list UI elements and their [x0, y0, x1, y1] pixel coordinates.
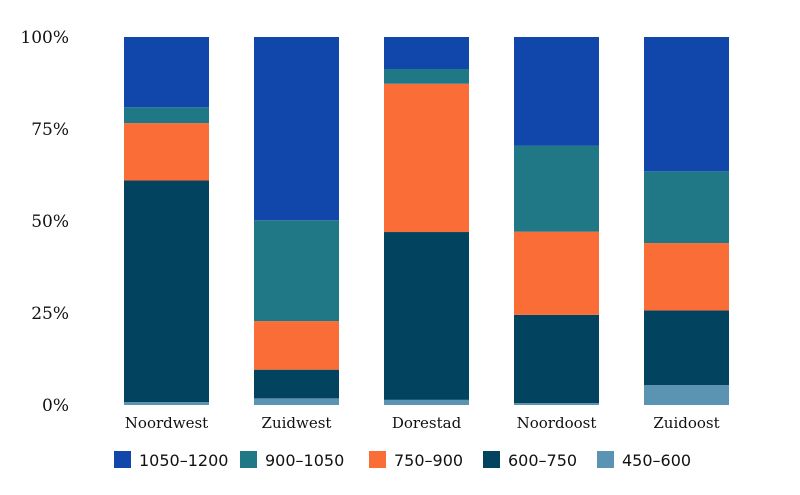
y-tick-label: 25%: [31, 304, 69, 324]
x-tick-label: Zuidoost: [653, 414, 719, 432]
legend-swatch: [114, 451, 131, 468]
bar-segment: [124, 37, 209, 108]
bar-segment: [124, 180, 209, 403]
bar-segment: [384, 37, 469, 70]
bars: [124, 37, 729, 405]
legend-label: 750–900: [394, 451, 463, 470]
y-tick-label: 0%: [42, 396, 69, 416]
bar-segment: [644, 385, 729, 405]
bar-segment: [514, 145, 599, 232]
legend-swatch: [597, 451, 614, 468]
bar-segment: [254, 321, 339, 370]
x-tick-label: Zuidwest: [262, 414, 332, 432]
y-tick-label: 100%: [20, 28, 69, 48]
bar-segment: [644, 310, 729, 386]
bar-segment: [514, 231, 599, 315]
x-tick-label: Noordwest: [125, 414, 208, 432]
bar-segment: [644, 243, 729, 311]
bar-segment: [514, 403, 599, 405]
bar-segment: [124, 107, 209, 124]
bar-segment: [514, 37, 599, 146]
x-tick-label: Dorestad: [392, 414, 462, 432]
legend-label: 450–600: [622, 451, 691, 470]
legend-swatch: [483, 451, 500, 468]
legend-swatch: [369, 451, 386, 468]
bar-segment: [254, 220, 339, 322]
bar-segment: [124, 123, 209, 181]
bar-segment: [254, 369, 339, 399]
bar-segment: [384, 232, 469, 400]
bar-segment: [384, 69, 469, 84]
y-tick-label: 75%: [31, 120, 69, 140]
y-tick-label: 50%: [31, 212, 69, 232]
x-tick-label: Noordoost: [517, 414, 597, 432]
legend-label: 900–1050: [265, 451, 344, 470]
bar-segment: [644, 37, 729, 172]
bar-segment: [384, 83, 469, 233]
bar-segment: [514, 314, 599, 404]
bar-segment: [254, 398, 339, 405]
legend-label: 600–750: [508, 451, 577, 470]
y-axis: 0% 25% 50% 75% 100%: [20, 28, 69, 416]
bar-segment: [124, 402, 209, 405]
bar-segment: [384, 399, 469, 405]
legend: 1050–1200 900–1050 750–900 600–750 450–600: [114, 451, 691, 470]
bar-segment: [254, 37, 339, 221]
legend-label: 1050–1200: [139, 451, 228, 470]
x-axis: Noordwest Zuidwest Dorestad Noordoost Zuidoo…: [125, 414, 720, 432]
bar-segment: [644, 171, 729, 244]
legend-swatch: [240, 451, 257, 468]
